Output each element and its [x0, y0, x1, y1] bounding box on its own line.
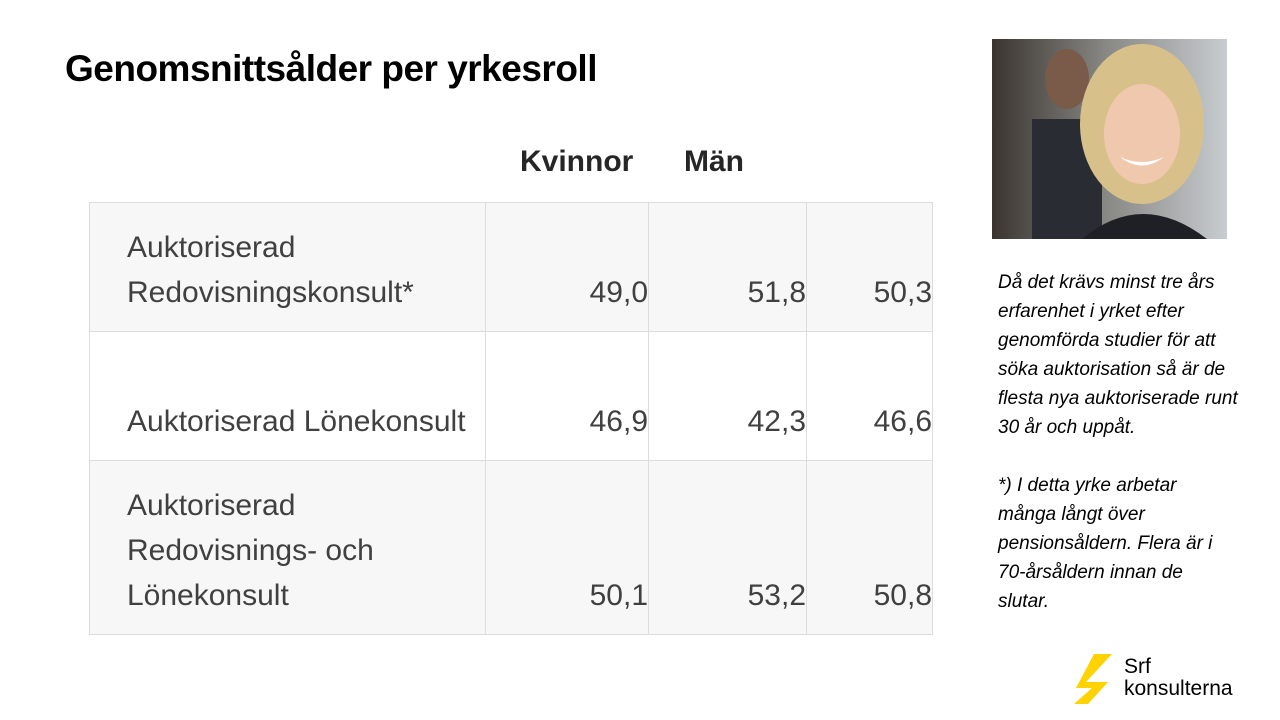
age-table: Auktoriserad Redovisningskonsult* 49,0 5… — [89, 202, 933, 635]
note-paragraph: Då det krävs minst tre års erfarenhet i … — [998, 272, 1238, 438]
column-header: Kvinnor — [520, 145, 634, 178]
cell-value: 46,6 — [806, 331, 933, 461]
cell-value: 50,3 — [806, 202, 933, 332]
cell-value: 46,9 — [485, 331, 649, 461]
logo-line: Srf — [1124, 655, 1151, 678]
role-label: Auktoriserad Redovisnings- och Lönekonsu… — [89, 460, 486, 635]
logo-mark — [1074, 654, 1112, 704]
cell-value: 50,8 — [806, 460, 933, 635]
note-paragraph: *) I detta yrke arbetar många långt över… — [998, 475, 1213, 612]
portrait-photo — [992, 39, 1227, 239]
cell-value: 49,0 — [485, 202, 649, 332]
cell-value: 42,3 — [648, 331, 807, 461]
role-label: Auktoriserad Redovisningskonsult* — [89, 202, 486, 332]
cell-value: 50,1 — [485, 460, 649, 635]
side-note: Då det krävs minst tre års erfarenhet i … — [998, 268, 1238, 645]
table-row: Auktoriserad Redovisnings- och Lönekonsu… — [89, 460, 933, 635]
cell-value: 51,8 — [648, 202, 807, 332]
column-header: Män — [684, 145, 744, 178]
cell-value: 53,2 — [648, 460, 807, 635]
table-row: Auktoriserad Lönekonsult 46,9 42,3 46,6 — [89, 331, 933, 461]
role-label: Auktoriserad Lönekonsult — [89, 331, 486, 461]
slide-title: Genomsnittsålder per yrkesroll — [65, 48, 597, 89]
logo-text: Srf konsulterna — [1124, 656, 1233, 700]
logo-line: konsulterna — [1124, 677, 1233, 700]
table-row: Auktoriserad Redovisningskonsult* 49,0 5… — [89, 202, 933, 332]
